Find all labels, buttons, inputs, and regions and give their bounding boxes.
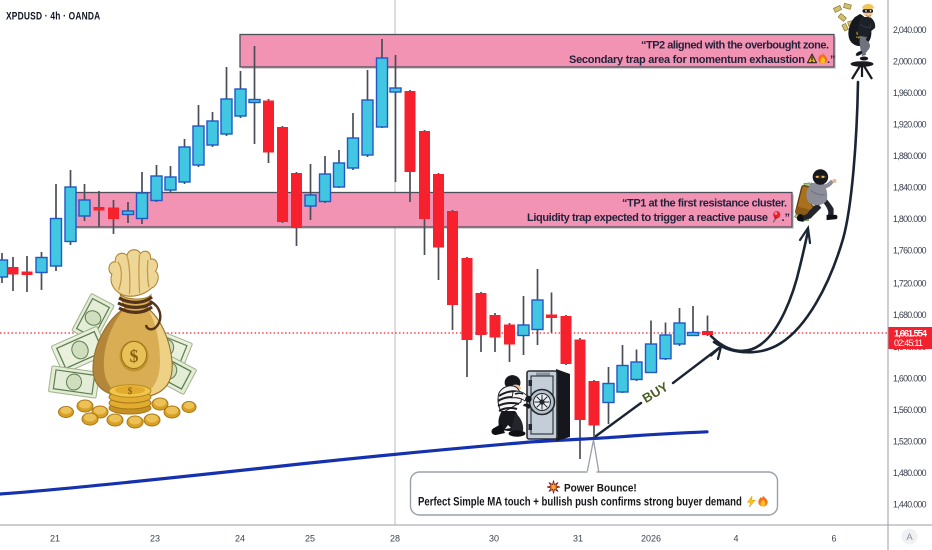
svg-text:“TP1 at the first resistance c: “TP1 at the first resistance cluster.: [622, 198, 787, 210]
svg-text:24: 24: [235, 534, 245, 544]
svg-text:1,600.000: 1,600.000: [893, 374, 927, 384]
svg-text:31: 31: [573, 534, 583, 544]
svg-text:1,661.554: 1,661.554: [894, 329, 928, 340]
svg-text:1,440.000: 1,440.000: [893, 500, 927, 510]
svg-text:21: 21: [50, 534, 60, 544]
svg-text:25: 25: [305, 534, 315, 544]
svg-text:.”: .”: [827, 54, 836, 66]
svg-text:Secondary trap area for moment: Secondary trap area for momentum exhaust…: [569, 54, 805, 66]
svg-text:02:45:11: 02:45:11: [894, 338, 923, 348]
svg-text:30: 30: [489, 534, 499, 544]
svg-text:Liquidity trap expected to tri: Liquidity trap expected to trigger a rea…: [527, 212, 768, 224]
svg-text:XPDUSD · 4h · OANDA: XPDUSD · 4h · OANDA: [6, 10, 100, 23]
svg-text:1,840.000: 1,840.000: [893, 183, 927, 193]
svg-text:1,880.000: 1,880.000: [893, 151, 927, 161]
svg-text:28: 28: [390, 534, 400, 544]
svg-text:Perfect Simple MA touch + bull: Perfect Simple MA touch + bullish push c…: [418, 496, 742, 509]
svg-text:$: $: [128, 386, 133, 396]
svg-text:4: 4: [733, 534, 738, 544]
svg-text:.”: .”: [782, 212, 791, 224]
svg-text:1,960.000: 1,960.000: [893, 88, 927, 98]
svg-text:1,480.000: 1,480.000: [893, 468, 927, 478]
svg-text:1,920.000: 1,920.000: [893, 120, 927, 130]
svg-text:2,000.000: 2,000.000: [893, 57, 927, 67]
svg-text:1,680.000: 1,680.000: [893, 310, 927, 320]
svg-text:1,720.000: 1,720.000: [893, 279, 927, 289]
svg-text:$: $: [130, 346, 139, 366]
svg-text:2,040.000: 2,040.000: [893, 25, 927, 35]
svg-text:23: 23: [150, 534, 160, 544]
svg-text:6: 6: [831, 534, 836, 544]
svg-text:A: A: [906, 532, 913, 543]
svg-text:1,560.000: 1,560.000: [893, 405, 927, 415]
svg-text:Power Bounce!: Power Bounce!: [564, 482, 637, 495]
svg-text:2026: 2026: [641, 534, 661, 544]
svg-text:1,760.000: 1,760.000: [893, 246, 927, 256]
svg-text:1,800.000: 1,800.000: [893, 214, 927, 224]
svg-text:“TP2 aligned with the overboug: “TP2 aligned with the overbought zone.: [641, 40, 829, 52]
svg-text:1,520.000: 1,520.000: [893, 437, 927, 447]
